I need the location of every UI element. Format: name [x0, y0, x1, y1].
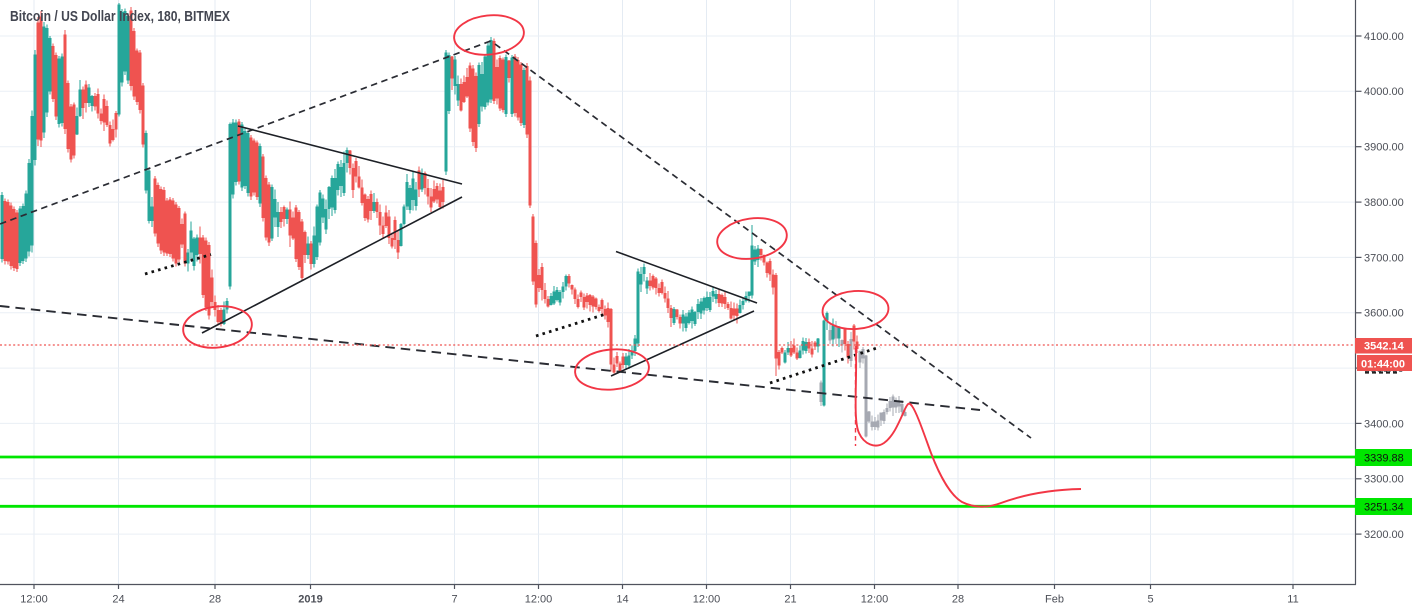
svg-text:3800.00: 3800.00 [1364, 197, 1404, 209]
svg-text:12:00: 12:00 [525, 594, 553, 606]
svg-text:4100.00: 4100.00 [1364, 31, 1404, 43]
svg-text:3251.34: 3251.34 [1364, 502, 1404, 514]
svg-text:3542.14: 3542.14 [1364, 341, 1405, 353]
svg-text:3900.00: 3900.00 [1364, 142, 1404, 154]
svg-text:14: 14 [616, 594, 628, 606]
svg-text:Feb: Feb [1045, 594, 1064, 606]
svg-text:4000.00: 4000.00 [1364, 86, 1404, 98]
svg-text:12:00: 12:00 [20, 594, 48, 606]
svg-text:5: 5 [1147, 594, 1153, 606]
svg-text:24: 24 [112, 594, 124, 606]
svg-text:3400.00: 3400.00 [1364, 418, 1404, 430]
svg-text:2019: 2019 [298, 594, 322, 606]
svg-text:Bitcoin / US Dollar Index, 180: Bitcoin / US Dollar Index, 180, BITMEX [10, 8, 230, 25]
svg-text:28: 28 [952, 594, 964, 606]
svg-text:3700.00: 3700.00 [1364, 252, 1404, 264]
svg-text:12:00: 12:00 [861, 594, 889, 606]
svg-text:01:44:00: 01:44:00 [1361, 359, 1405, 371]
svg-text:3300.00: 3300.00 [1364, 474, 1404, 486]
svg-text:11: 11 [1287, 594, 1298, 606]
svg-text:7: 7 [451, 594, 457, 606]
svg-text:12:00: 12:00 [693, 594, 721, 606]
svg-text:3200.00: 3200.00 [1364, 529, 1404, 541]
svg-text:21: 21 [784, 594, 796, 606]
svg-text:28: 28 [209, 594, 221, 606]
svg-text:3600.00: 3600.00 [1364, 308, 1404, 320]
svg-text:3339.88: 3339.88 [1364, 453, 1404, 465]
